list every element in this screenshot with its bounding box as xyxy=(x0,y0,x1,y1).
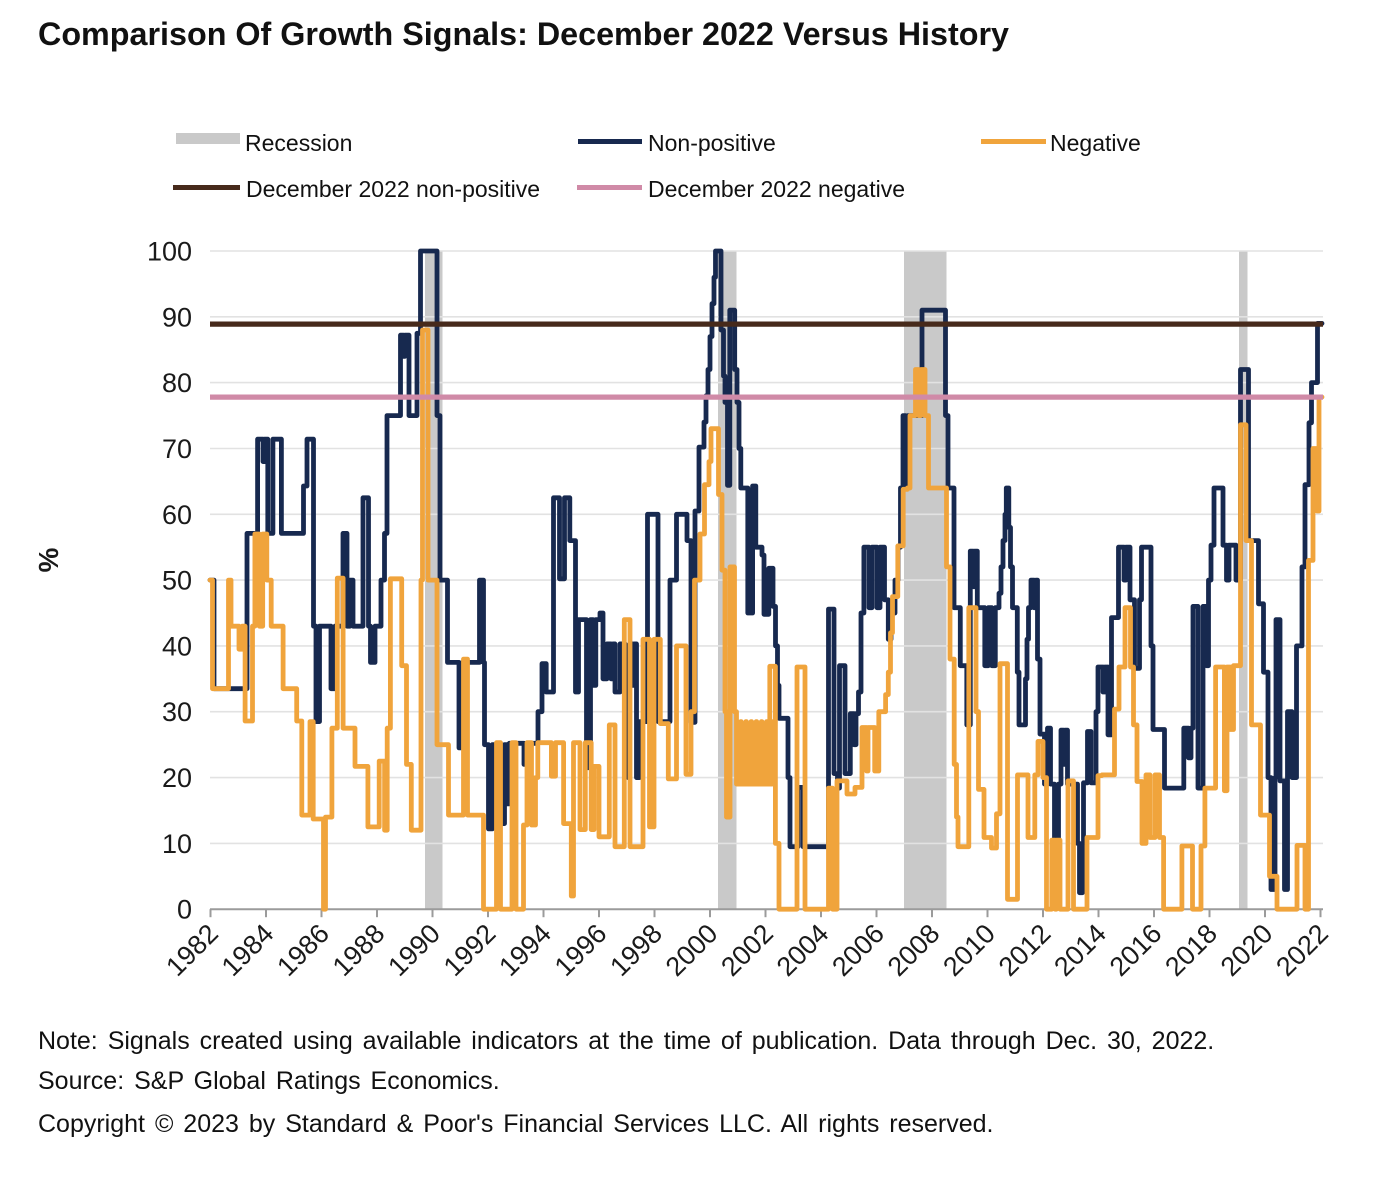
svg-text:2000: 2000 xyxy=(660,918,724,982)
svg-text:100: 100 xyxy=(147,237,192,267)
svg-text:50: 50 xyxy=(162,566,192,596)
svg-text:2010: 2010 xyxy=(937,918,1001,982)
svg-text:10: 10 xyxy=(162,829,192,859)
svg-text:1988: 1988 xyxy=(327,918,391,982)
svg-text:1990: 1990 xyxy=(382,918,446,982)
svg-text:2022: 2022 xyxy=(1270,918,1334,982)
svg-text:2014: 2014 xyxy=(1048,918,1112,982)
svg-text:2020: 2020 xyxy=(1215,918,1279,982)
svg-text:2016: 2016 xyxy=(1104,918,1168,982)
svg-text:20: 20 xyxy=(162,763,192,793)
svg-text:1984: 1984 xyxy=(216,918,280,982)
svg-text:2002: 2002 xyxy=(715,918,779,982)
svg-text:1996: 1996 xyxy=(549,918,613,982)
svg-text:70: 70 xyxy=(162,434,192,464)
svg-text:0: 0 xyxy=(177,895,192,925)
svg-text:2004: 2004 xyxy=(771,918,835,982)
svg-text:2012: 2012 xyxy=(993,918,1057,982)
svg-text:80: 80 xyxy=(162,368,192,398)
svg-text:40: 40 xyxy=(162,631,192,661)
svg-text:2008: 2008 xyxy=(882,918,946,982)
svg-text:90: 90 xyxy=(162,302,192,332)
svg-text:2006: 2006 xyxy=(826,918,890,982)
svg-text:1998: 1998 xyxy=(604,918,668,982)
svg-text:2018: 2018 xyxy=(1159,918,1223,982)
svg-text:1986: 1986 xyxy=(271,918,335,982)
svg-text:1982: 1982 xyxy=(160,918,224,982)
svg-text:60: 60 xyxy=(162,500,192,530)
svg-text:%: % xyxy=(33,548,64,573)
svg-text:1994: 1994 xyxy=(493,918,557,982)
svg-text:1992: 1992 xyxy=(438,918,502,982)
svg-text:30: 30 xyxy=(162,697,192,727)
